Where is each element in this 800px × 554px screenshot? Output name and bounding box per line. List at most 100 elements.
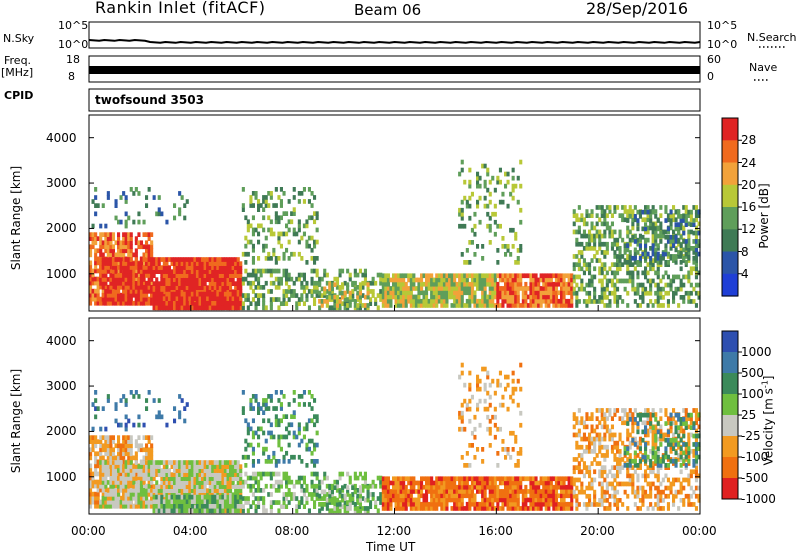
velocity-cell (124, 472, 128, 477)
velocity-cell (414, 480, 418, 486)
power-cell (580, 233, 584, 239)
power-cell (562, 281, 566, 287)
power-cell (193, 273, 197, 278)
velocity-cell (101, 476, 105, 481)
power-cell (300, 191, 304, 196)
velocity-cell (292, 410, 296, 415)
velocity-cell (129, 495, 133, 501)
velocity-cell (226, 460, 230, 465)
power-cell (590, 246, 594, 251)
power-cell (91, 232, 95, 237)
power-cell (285, 293, 289, 298)
power-cell (106, 289, 110, 294)
power-cell (649, 299, 653, 304)
power-cell (160, 273, 164, 278)
power-cell (203, 265, 207, 270)
power-cell (481, 277, 485, 283)
power-cell (333, 297, 337, 302)
power-cell (369, 301, 373, 306)
velocity-cell (267, 471, 271, 477)
power-cell (257, 285, 261, 290)
power-cell (486, 303, 490, 308)
velocity-cell (119, 468, 123, 473)
power-cell (285, 231, 289, 237)
power-cell (254, 227, 258, 233)
velocity-cell (407, 476, 411, 482)
power-cell (129, 232, 133, 237)
power-cell (656, 260, 660, 265)
power-cell (351, 289, 355, 294)
power-cell (641, 226, 645, 232)
power-cell (659, 286, 663, 292)
velocity-cell (392, 493, 396, 499)
power-cell (425, 277, 429, 283)
power-cell (399, 273, 403, 279)
power-cell (511, 244, 515, 249)
velocity-cell (111, 492, 115, 497)
power-cell (139, 265, 143, 270)
power-cell (414, 277, 418, 283)
power-cell (549, 298, 553, 304)
velocity-cell (175, 499, 179, 504)
velocity-cell (114, 443, 118, 449)
power-cell (689, 266, 693, 272)
power-cell (669, 221, 673, 227)
power-cell (463, 290, 467, 296)
velocity-cell (114, 472, 118, 477)
power-cell (641, 270, 645, 276)
power-cell (129, 240, 133, 246)
power-cell (661, 255, 665, 261)
velocity-cell (104, 476, 108, 481)
velocity-cell (190, 499, 194, 504)
velocity-cell (170, 472, 174, 477)
power-cell (656, 246, 660, 251)
power-cell (262, 227, 266, 233)
power-cell (430, 303, 434, 308)
power-cell (613, 205, 617, 210)
power-cell (106, 248, 110, 254)
power-cell (285, 276, 289, 282)
power-cell (346, 289, 350, 294)
power-cell (659, 290, 663, 296)
power-cell (420, 286, 424, 291)
power-cell (114, 203, 118, 208)
power-cell (325, 299, 329, 304)
power-cell (94, 292, 98, 298)
power-cell (300, 272, 304, 278)
power-cell (106, 252, 110, 258)
power-cell (338, 290, 342, 296)
power-cell (399, 286, 403, 291)
power-cell (435, 286, 439, 291)
velocity-cell (481, 489, 485, 494)
velocity-cell (427, 501, 431, 507)
velocity-cell (264, 398, 268, 403)
power-cell (152, 289, 156, 295)
power-cell (445, 277, 449, 283)
velocity-cell (180, 472, 184, 477)
velocity-cell (504, 480, 508, 486)
power-cell (613, 299, 617, 304)
power-cell (132, 285, 136, 290)
velocity-cell (476, 501, 480, 507)
velocity-cell (231, 468, 235, 473)
power-cell (318, 293, 322, 298)
power-cell (623, 286, 627, 292)
velocity-cell (124, 464, 128, 469)
velocity-cell (137, 484, 141, 489)
power-cell (511, 175, 515, 181)
velocity-cell (305, 483, 309, 489)
velocity-cell (193, 504, 197, 510)
power-cell (585, 241, 589, 247)
velocity-cell (106, 480, 110, 485)
power-cell (674, 274, 678, 280)
power-cell (137, 232, 141, 237)
power-cell (694, 213, 698, 218)
power-cell (91, 244, 95, 250)
velocity-cell (511, 480, 515, 486)
velocity-cell (374, 483, 378, 489)
power-cell (361, 272, 365, 278)
power-cell (644, 255, 648, 261)
velocity-cell (440, 506, 444, 511)
velocity-cell (470, 484, 474, 490)
velocity-cell (397, 480, 401, 486)
